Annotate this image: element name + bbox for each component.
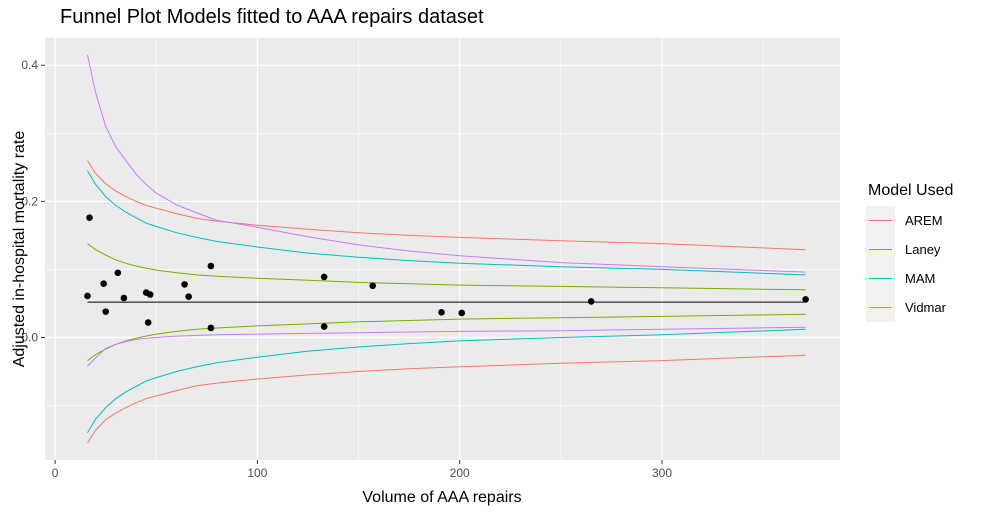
legend-label-laney: Laney bbox=[905, 242, 941, 257]
data-point bbox=[458, 309, 466, 317]
y-tick-label: 0.0 bbox=[21, 330, 38, 344]
data-point bbox=[102, 308, 109, 315]
major-grid bbox=[45, 38, 840, 460]
vidmar-lower-limit-line bbox=[87, 326, 806, 367]
legend-items: AREM Laney MAM Vidmar bbox=[866, 206, 947, 322]
arem-lower-limit-line bbox=[87, 354, 806, 444]
points-layer bbox=[84, 214, 809, 332]
laney-upper-limit-line bbox=[87, 243, 806, 291]
legend-label-vidmar: Vidmar bbox=[905, 300, 947, 315]
legend-label-arem: AREM bbox=[905, 213, 943, 228]
mam-upper-limit-line bbox=[87, 170, 806, 276]
legend: Model Used AREM Laney MAM Vidmar bbox=[866, 182, 953, 322]
arem-upper-limit-line bbox=[87, 160, 806, 251]
legend-title: Model Used bbox=[868, 182, 953, 199]
data-point bbox=[320, 323, 328, 330]
data-point bbox=[100, 280, 107, 288]
legend-label-mam: MAM bbox=[905, 271, 935, 286]
data-point bbox=[146, 291, 154, 298]
data-point bbox=[181, 281, 188, 288]
minor-grid bbox=[45, 38, 840, 460]
x-tick-label: 100 bbox=[247, 466, 267, 480]
vidmar-upper-limit-line bbox=[87, 54, 806, 273]
data-point bbox=[86, 214, 93, 221]
data-point bbox=[369, 282, 377, 290]
y-tick-label: 0.4 bbox=[21, 58, 38, 72]
x-axis-ticks: 0 100 200 300 bbox=[52, 460, 672, 480]
data-point bbox=[207, 262, 215, 270]
x-tick-label: 0 bbox=[52, 466, 59, 480]
data-point bbox=[185, 293, 192, 300]
y-tick-label: 0.2 bbox=[21, 194, 38, 208]
x-tick-label: 300 bbox=[652, 466, 672, 480]
data-point bbox=[438, 309, 445, 316]
data-point bbox=[207, 324, 215, 332]
data-point bbox=[587, 298, 595, 305]
data-point bbox=[144, 319, 152, 326]
plot-panel bbox=[45, 38, 840, 460]
data-point bbox=[114, 269, 122, 277]
y-axis-title: Adjusted in-hospital mortality rate bbox=[11, 131, 28, 368]
data-point bbox=[84, 292, 91, 300]
x-tick-label: 200 bbox=[450, 466, 470, 480]
data-point bbox=[320, 273, 328, 281]
chart-title: Funnel Plot Models fitted to AAA repairs… bbox=[60, 6, 484, 28]
data-point bbox=[802, 296, 809, 303]
x-axis-title: Volume of AAA repairs bbox=[362, 489, 521, 506]
mam-lower-limit-line bbox=[87, 328, 806, 434]
y-axis-ticks: 0.0 0.2 0.4 bbox=[21, 58, 45, 344]
data-point bbox=[120, 294, 128, 302]
series-layer bbox=[87, 54, 806, 444]
